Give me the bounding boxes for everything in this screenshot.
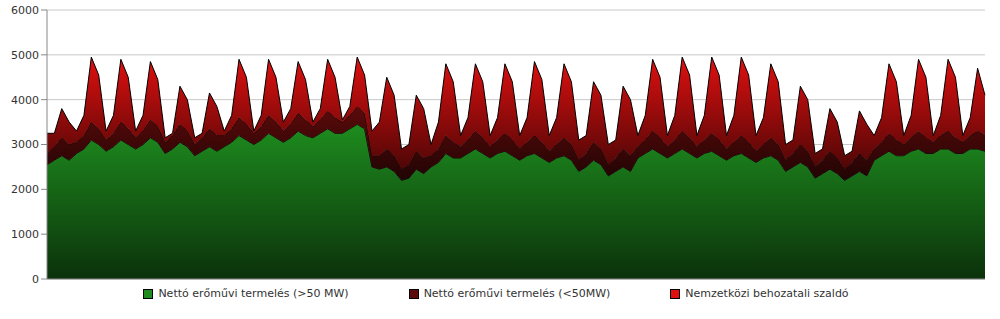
svg-text:5000: 5000 [11, 49, 39, 62]
html-text:Nemzetközi behozatali szaldó: Nemzetközi behozatali szaldó [685, 287, 849, 300]
svg-text:3000: 3000 [11, 138, 39, 151]
svg-text:4000: 4000 [11, 94, 39, 107]
html-text:Nettó erőművi termelés (>50 MW: Nettó erőművi termelés (>50 MW) [158, 287, 349, 300]
svg-text:2000: 2000 [11, 183, 39, 196]
svg-text:6000: 6000 [11, 4, 39, 17]
svg-text:0: 0 [32, 273, 39, 286]
html-text:Nettó erőművi termelés (<50MW): Nettó erőművi termelés (<50MW) [423, 287, 611, 300]
svg-text:1000: 1000 [11, 228, 39, 241]
